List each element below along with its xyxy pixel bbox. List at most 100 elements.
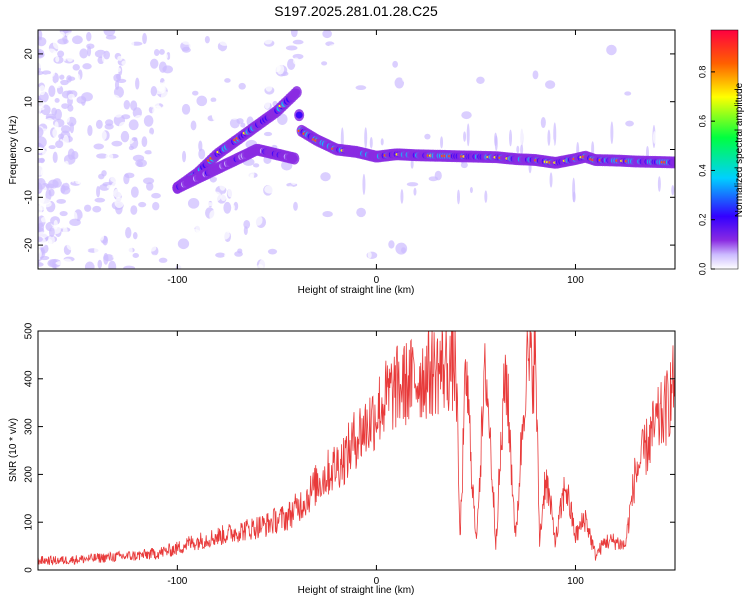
heatmap-cell <box>192 90 199 96</box>
heatmap-cell <box>279 167 287 179</box>
heatmap-cell <box>408 172 412 183</box>
heatmap-cell <box>408 76 413 85</box>
heatmap-cell <box>123 265 136 269</box>
heatmap-cell <box>109 94 121 105</box>
heatmap-cell <box>183 61 189 71</box>
heatmap-cell <box>41 70 52 75</box>
heatmap-cell <box>187 69 200 76</box>
heatmap-cell <box>167 177 175 185</box>
heatmap-cell <box>166 147 174 158</box>
heatmap-cell <box>38 262 44 267</box>
heatmap-cell <box>606 44 617 56</box>
heatmap-cell <box>45 117 54 125</box>
heatmap-cell <box>395 237 403 243</box>
heatmap-cell <box>181 103 191 115</box>
heatmap-cell <box>136 66 149 77</box>
heatmap-cell <box>114 80 120 90</box>
heatmap-cell <box>328 44 341 50</box>
heatmap-cell <box>189 77 197 86</box>
heatmap-cell <box>290 30 298 38</box>
heatmap-cell <box>38 136 47 149</box>
heatmap-cell <box>560 89 571 102</box>
heatmap-cell <box>185 191 191 196</box>
heatmap-cell <box>409 139 421 144</box>
heatmap-cell <box>339 239 344 247</box>
y-tick-label: 10 <box>24 96 35 108</box>
heatmap-cell <box>210 237 218 249</box>
heatmap-cell <box>130 186 139 198</box>
heatmap-cell <box>125 227 132 239</box>
heatmap-cell <box>182 150 187 163</box>
heatmap-cell <box>572 177 576 203</box>
heatmap-cell <box>210 97 217 103</box>
heatmap-cell <box>363 56 371 65</box>
heatmap-cell <box>61 103 69 109</box>
heatmap-cell <box>117 55 123 61</box>
heatmap-cell <box>264 100 271 110</box>
heatmap-cell <box>174 101 182 108</box>
heatmap-cell <box>144 150 153 155</box>
heatmap-cell <box>136 160 144 168</box>
heatmap-cell <box>161 206 173 216</box>
heatmap-cell <box>613 162 617 187</box>
heatmap-cell <box>401 70 409 83</box>
heatmap-cell <box>145 262 152 269</box>
heatmap-cell <box>534 210 541 223</box>
heatmap-cell <box>286 107 292 117</box>
heatmap-cell <box>362 97 372 107</box>
heatmap-cell <box>143 115 154 127</box>
heatmap-cell <box>177 261 186 269</box>
heatmap-cell <box>113 111 123 118</box>
heatmap-cell <box>400 189 404 204</box>
heatmap-cell <box>456 139 460 147</box>
heatmap-cell <box>218 258 223 267</box>
heatmap-cell <box>120 130 130 143</box>
heatmap-cell <box>412 90 420 98</box>
heatmap-cell <box>219 82 229 94</box>
heatmap-cell <box>289 218 300 229</box>
heatmap-cell <box>252 194 257 201</box>
heatmap-cell <box>282 127 288 133</box>
heatmap-cell <box>133 32 143 39</box>
x-tick-label: 100 <box>567 275 584 286</box>
heatmap-cell <box>38 146 44 154</box>
heatmap-cell <box>632 175 636 191</box>
heatmap-cell <box>476 76 485 84</box>
heatmap-cell <box>106 184 114 189</box>
heatmap-cell <box>111 140 123 147</box>
snr-ticks: -100 0 100 0 100 200 300 400 500 <box>24 322 675 587</box>
heatmap-cell <box>78 57 85 65</box>
heatmap-cell <box>146 244 157 252</box>
heatmap-cell <box>64 160 69 169</box>
heatmap-cell <box>130 100 138 111</box>
heatmap-cell <box>497 197 504 204</box>
heatmap-cell <box>186 250 193 259</box>
heatmap-cell <box>516 145 520 154</box>
heatmap-cell <box>114 41 125 50</box>
heatmap-cell <box>540 116 546 129</box>
heatmap-cell <box>459 243 471 252</box>
heatmap-cell <box>265 82 273 92</box>
heatmap-cell <box>392 199 401 212</box>
heatmap-cell <box>59 74 65 80</box>
heatmap-cell <box>421 68 432 76</box>
heatmap-cell <box>38 48 45 58</box>
heatmap-cell <box>219 230 230 240</box>
heatmap-cell <box>252 163 260 168</box>
heatmap-cell <box>57 38 69 45</box>
heatmap-cell <box>152 105 163 117</box>
heatmap-cell <box>46 52 52 57</box>
heatmap-cell <box>496 173 500 200</box>
heatmap-cell <box>99 130 107 141</box>
heatmap-cell <box>104 123 114 130</box>
heatmap-cell <box>624 91 632 96</box>
heatmap-cell <box>647 238 658 246</box>
heatmap-cell <box>69 218 81 227</box>
heatmap-cell <box>150 58 159 69</box>
heatmap-cell <box>160 91 171 101</box>
heatmap-cell <box>652 131 656 144</box>
heatmap-cell <box>196 95 208 107</box>
heatmap-cell <box>434 207 445 219</box>
heatmap-cell <box>442 50 449 62</box>
heatmap-cell <box>152 201 160 211</box>
